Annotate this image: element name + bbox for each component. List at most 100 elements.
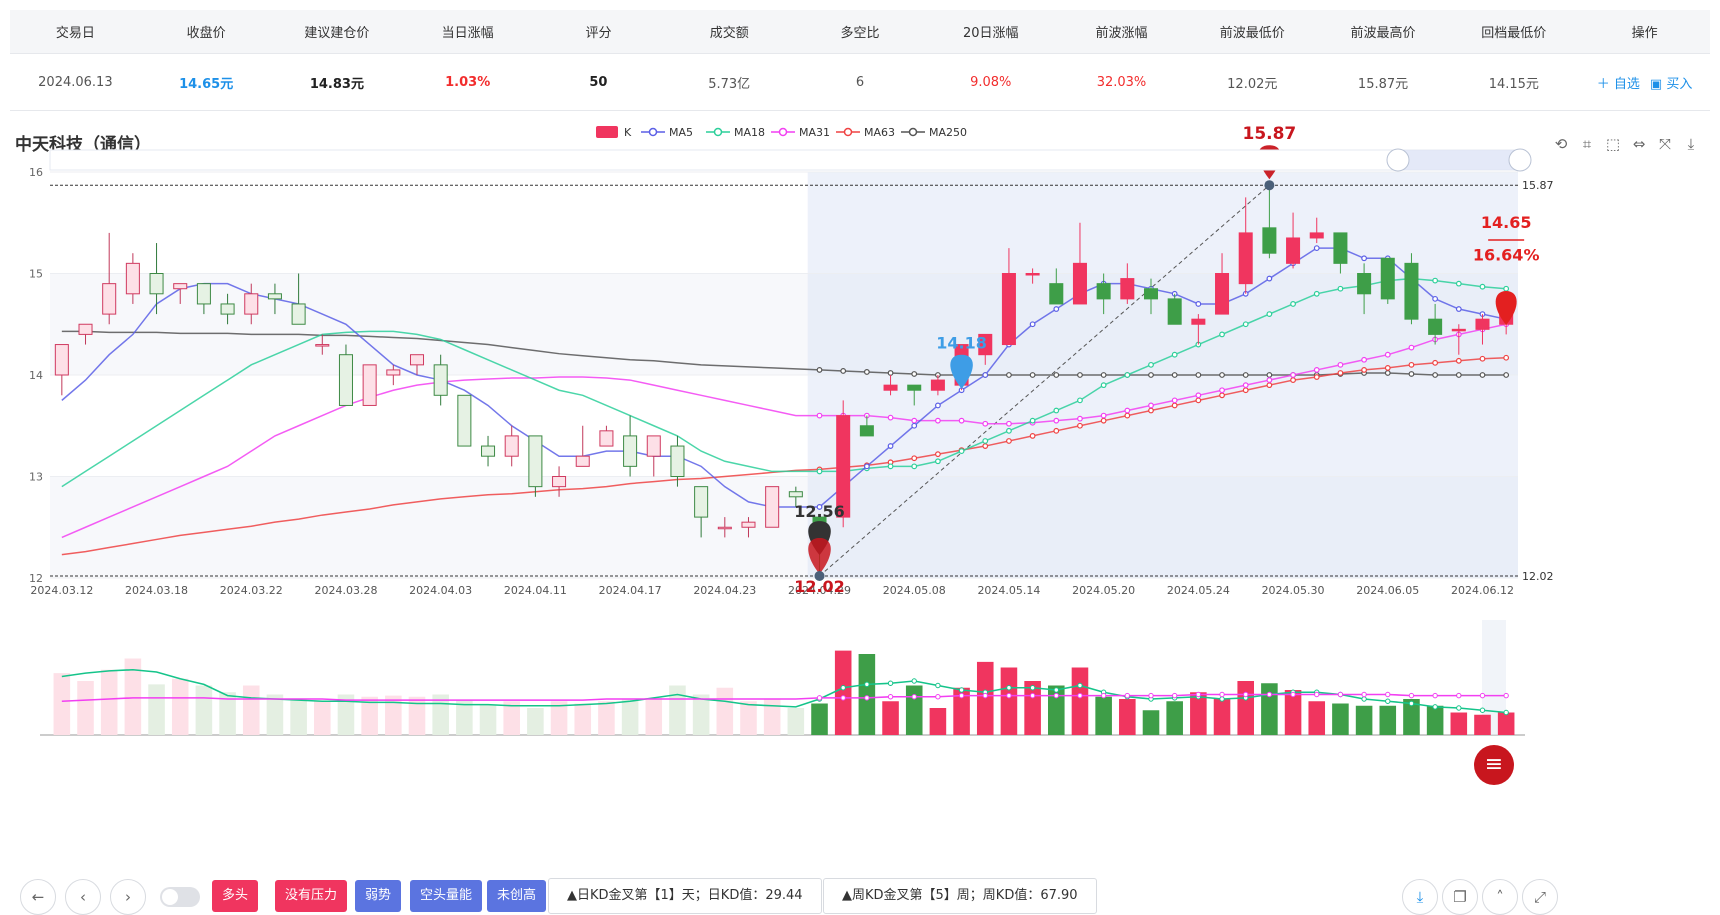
volume-bar (53, 673, 71, 735)
x-tick-label: 2024.05.14 (977, 584, 1040, 597)
volume-bar (124, 658, 142, 735)
ma63-line-point (1290, 377, 1296, 383)
fullscreen-icon[interactable]: ⤧ (1658, 135, 1671, 153)
ma31-line-point (816, 412, 823, 419)
weekly-kd-signal: ▲周KD金叉第【5】周；周KD值：67.90 (823, 878, 1097, 914)
volume-ma-point (864, 695, 870, 701)
ma18-line-point (1100, 382, 1107, 389)
menu-button[interactable]: ≡ (1474, 745, 1514, 785)
volume-ma-point (887, 680, 894, 686)
download-button[interactable]: ⤓ (1402, 879, 1438, 915)
candle (646, 435, 661, 457)
next-button[interactable]: › (110, 879, 146, 915)
volume-ma-point (887, 694, 894, 700)
volume-bar (1379, 705, 1397, 735)
candle (386, 369, 401, 376)
low-marker-pin (808, 537, 831, 574)
volume-bar (148, 684, 165, 735)
candle (1357, 273, 1372, 295)
tag-bull[interactable]: 多头 (212, 880, 259, 912)
volume-bar (1119, 699, 1136, 735)
candle (694, 486, 709, 518)
tag-bear-volume[interactable]: 空头量能 (410, 880, 483, 912)
candle (978, 333, 993, 356)
tag-weak[interactable]: 弱势 (355, 880, 402, 912)
candle (244, 293, 259, 315)
ma18-line-point (911, 463, 918, 470)
back-arrow-icon: ← (31, 888, 45, 906)
volume-bar (763, 699, 781, 735)
restore-icon[interactable]: ⟲ (1554, 135, 1568, 153)
candle (836, 415, 851, 518)
candle (362, 364, 377, 406)
zoom-reset-icon[interactable]: ⬚ (1605, 135, 1621, 153)
volume-bar (1048, 685, 1065, 735)
ma63-line-point (911, 455, 918, 462)
kline-chart[interactable]: 12 13 14 15 16 15.87 12.02 2024.03.12 2024.03.18… (0, 120, 1720, 760)
volume-ma-point (1243, 691, 1249, 698)
volume-ma-point (864, 681, 870, 688)
volume-bar (574, 703, 592, 735)
header-operation: 操作 (1631, 26, 1658, 41)
ma31-line-point (1053, 417, 1060, 424)
ma250-line-point (840, 368, 847, 374)
copy-icon: ❐ (1453, 888, 1467, 906)
candle (1001, 273, 1016, 346)
copy-button[interactable]: ❐ (1442, 879, 1478, 915)
candle (1215, 273, 1230, 315)
ma31-line-point (1219, 387, 1225, 394)
volume-ma-point (1432, 692, 1438, 699)
data-view-icon[interactable]: ⇔ (1632, 135, 1646, 153)
volume-bar (1190, 692, 1207, 735)
ma250-line-point (1384, 370, 1391, 376)
volume-bar (1166, 701, 1183, 735)
ma18-line-point (1148, 361, 1154, 368)
ma63-line-point (1006, 438, 1012, 444)
mid-marker-pin (950, 354, 973, 389)
candle (409, 354, 425, 366)
volume-ma-point (1408, 700, 1415, 707)
legend-marker (843, 127, 853, 137)
add-watchlist-button[interactable]: ＋ 自选 (1596, 76, 1640, 92)
y-tick-label: 14 (29, 369, 43, 382)
x-tick-label: 2024.06.12 (1451, 584, 1514, 597)
volume-ma-point (816, 695, 823, 701)
cell-wave-high: 15.87元 (1357, 76, 1409, 92)
volume-bar (527, 708, 544, 735)
volume-bar (1450, 712, 1468, 735)
header-wave-low: 前波最低价 (1219, 26, 1285, 41)
volume-bar (976, 661, 994, 735)
candle (125, 262, 140, 295)
x-tick-label: 2024.03.22 (220, 584, 283, 597)
x-tick-label: 2024.05.24 (1167, 584, 1230, 597)
cell-suggest: 14.83元 (309, 76, 364, 92)
x-tick-label: 2024.04.11 (504, 584, 567, 597)
ma18-line-point (1053, 407, 1060, 414)
volume-ma-point (1029, 685, 1036, 691)
volume-bar (1403, 699, 1420, 735)
daily-kd-signal: ▲日KD金叉第【1】天；日KD值：29.44 (548, 878, 822, 914)
zoom-icon[interactable]: ⌗ (1582, 135, 1592, 153)
ma18-line (61, 277, 1507, 488)
scroll-top-button[interactable]: ˄ (1482, 879, 1518, 915)
save-image-icon[interactable]: ⤓ (1687, 135, 1695, 153)
tag-no-pressure[interactable]: 没有压力 (275, 880, 348, 912)
x-tick-label: 2024.03.28 (314, 584, 377, 597)
volume-bar (598, 701, 615, 735)
cell-pullback-low: 14.15元 (1488, 76, 1539, 92)
ma63-line-point (1219, 392, 1225, 399)
prev-button[interactable]: ‹ (65, 879, 101, 915)
tag-no-new-high[interactable]: 未创高 (487, 880, 547, 912)
toggle-switch[interactable] (160, 887, 200, 907)
buy-button[interactable]: ▣ 买入 (1649, 76, 1693, 92)
volume-ma-point (1385, 691, 1391, 698)
volume-bar (1213, 699, 1231, 735)
candle (149, 273, 164, 295)
back-button[interactable]: ← (20, 879, 56, 915)
expand-button[interactable]: ⤢ (1522, 879, 1558, 915)
x-tick-label: 2024.04.17 (599, 584, 662, 597)
ma250-line-point (816, 367, 823, 373)
candle (741, 521, 756, 528)
volume-ma-point (1006, 692, 1012, 699)
x-tick-label: 2024.05.08 (883, 584, 946, 597)
